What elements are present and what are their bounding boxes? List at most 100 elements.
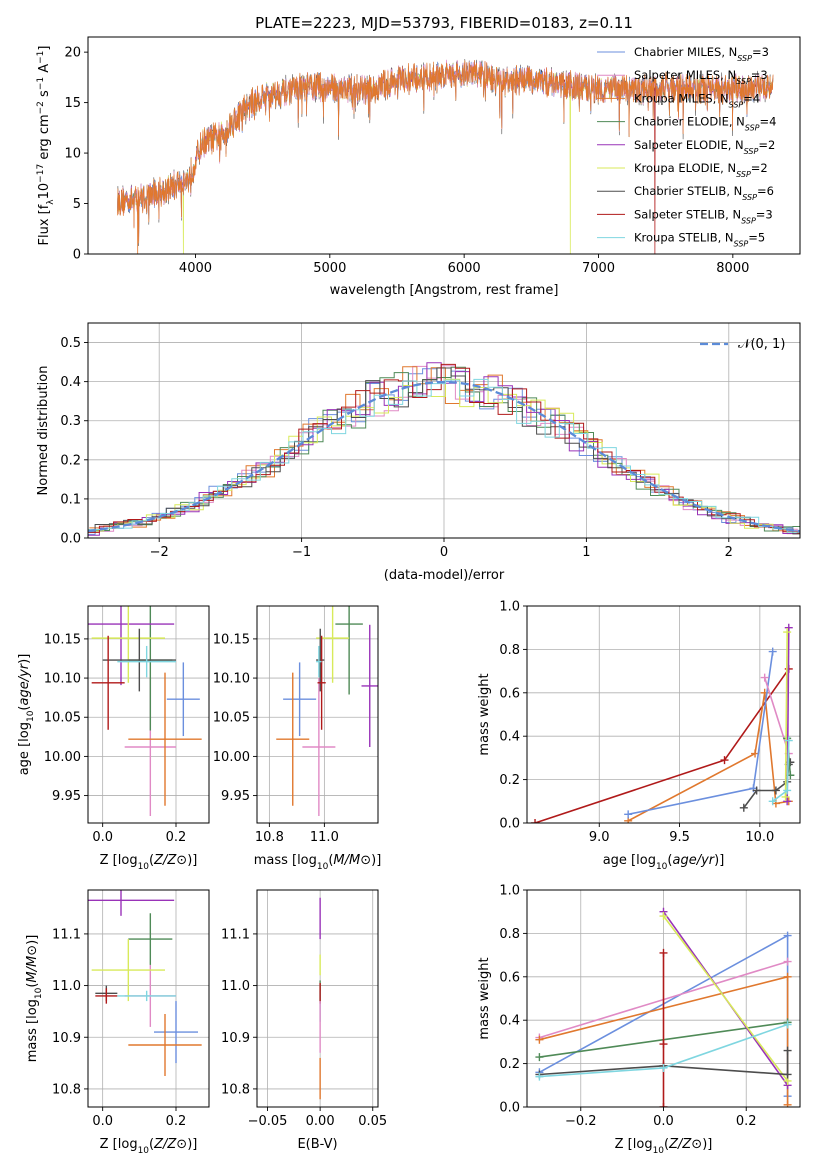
x-tick-label: 9.5 <box>669 830 690 845</box>
y-tick-label: 0.4 <box>60 375 81 390</box>
weight-point <box>783 957 792 966</box>
y-tick-label: 0.0 <box>60 532 81 547</box>
label-part: SSP <box>742 193 757 202</box>
legend-label: Salpeter MILES, NSSP=3 <box>634 68 768 86</box>
y-axis-label: Flux [fλ10−17 erg cm−2 s−1 A−1] <box>36 46 56 246</box>
x-tick-label: 2 <box>725 545 733 560</box>
label-part: age/yr <box>672 853 715 868</box>
y-tick-label: 0.1 <box>60 492 81 507</box>
x-axis-label: (data-model)/error <box>384 568 505 583</box>
label-part: ( <box>17 706 32 711</box>
label-part: Salpeter ELODIE, N <box>634 138 744 152</box>
label-part: Chabrier STELIB, N <box>634 184 742 198</box>
label-part: s <box>37 90 52 101</box>
label-part: ( <box>149 853 154 868</box>
label-part: erg cm <box>37 114 52 163</box>
y-axis-label: mass [log10(M/M⊙)] <box>25 935 44 1063</box>
label-part: 10 <box>37 183 52 200</box>
y-tick-label: 11.1 <box>221 927 250 942</box>
x-tick-label: 0.2 <box>166 1114 187 1129</box>
weight-point <box>535 1072 544 1081</box>
y-tick-label: 0.2 <box>499 773 520 788</box>
x-axis-label: E(B-V) <box>297 1137 337 1152</box>
plot-area-mass_vs_Z <box>88 890 202 1076</box>
x-tick-label: 9.0 <box>589 830 610 845</box>
y-tick-label: 10 <box>64 147 81 162</box>
label-part: mass [log <box>254 853 317 868</box>
y-tick-label: 10.05 <box>44 711 81 726</box>
weight-point <box>783 972 792 981</box>
weight-point <box>535 1035 544 1044</box>
y-tick-label: 10.8 <box>221 1082 250 1097</box>
histogram-step <box>88 363 800 534</box>
y-tick-label: 0.2 <box>499 1057 520 1072</box>
y-axis-label: mass weight <box>477 957 492 1039</box>
label-part: Chabrier MILES, N <box>634 45 737 59</box>
weight-point <box>783 786 792 795</box>
y-tick-label: 0.6 <box>499 970 520 985</box>
weight-point <box>783 628 792 637</box>
y-tick-label: 11.1 <box>52 927 81 942</box>
weight-point <box>783 797 792 806</box>
label-part: =2 <box>758 138 775 152</box>
legend-label: Kroupa ELODIE, NSSP=2 <box>634 161 768 179</box>
label-part: 10 <box>317 862 329 872</box>
label-part: )] <box>187 853 197 868</box>
figure-title: PLATE=2223, MJD=53793, FIBERID=0183, z=0… <box>255 14 633 32</box>
label-part: Kroupa ELODIE, N <box>634 161 736 175</box>
legend-label: Salpeter STELIB, NSSP=3 <box>634 207 773 225</box>
label-part: age [log <box>17 722 32 775</box>
x-tick-label: 10.8 <box>255 830 284 845</box>
weight-point <box>624 810 633 819</box>
y-tick-label: 10.8 <box>52 1082 81 1097</box>
x-tick-label: 0.0 <box>92 830 113 845</box>
weight-point <box>783 1070 792 1079</box>
weight-point <box>659 912 668 921</box>
y-tick-label: 0.8 <box>499 927 520 942</box>
label-part: ( <box>667 853 672 868</box>
y-tick-label: 0.0 <box>499 1101 520 1116</box>
y-tick-label: 0 <box>73 248 81 263</box>
weight-point <box>659 1040 668 1049</box>
weight-point <box>768 797 777 806</box>
axes-frame <box>256 889 379 1108</box>
label-part: 10 <box>656 862 668 872</box>
label-part: ( <box>664 1137 669 1152</box>
weight-point <box>768 647 777 656</box>
weight-line <box>784 631 788 798</box>
histogram-step <box>89 378 800 533</box>
label-part: SSP <box>729 100 744 109</box>
label-part: =3 <box>751 68 768 82</box>
x-tick-label: 0.05 <box>358 1114 387 1129</box>
x-tick-label: −0.2 <box>565 1114 597 1129</box>
label-part: mass [log <box>25 999 40 1062</box>
legend-label: Chabrier MILES, NSSP=3 <box>634 45 769 63</box>
x-tick-label: 1 <box>582 545 590 560</box>
y-tick-label: 0.2 <box>60 453 81 468</box>
label-part: −2 <box>36 101 46 114</box>
label-part: =6 <box>757 184 774 198</box>
plot-area-weight_vs_Z <box>535 907 792 1107</box>
label-part: Z/Z⊙ <box>153 1137 187 1152</box>
label-part: )] <box>702 1137 712 1152</box>
label-part: Kroupa MILES, N <box>634 91 729 105</box>
label-part: 10 <box>138 862 150 872</box>
y-tick-label: 0.0 <box>499 817 520 832</box>
panel-weight_vs_age: 9.0 9.5 10.0 0.0 0.2 0.4 0.6 0.8 1.0 age [log10(a… <box>477 600 801 872</box>
label-part: =2 <box>751 161 768 175</box>
weight-point <box>783 1020 792 1029</box>
weight-point <box>783 1100 792 1107</box>
plot-area-residuals <box>88 362 800 536</box>
panel-mass_vs_EBV: −0.05 0.00 0.05 10.8 10.9 11.0 11.1 E(B-V) <box>221 889 387 1152</box>
label-part: ] <box>37 46 52 51</box>
x-tick-label: 6000 <box>448 261 481 276</box>
plot-area-age_vs_mass <box>276 606 378 816</box>
weight-point <box>784 623 793 632</box>
y-tick-label: 10.10 <box>213 672 250 687</box>
y-axis-label: Normed distribution <box>36 366 51 496</box>
panel-spectrum: 4000 5000 6000 7000 8000 0 5 10 15 20 wavelength [… <box>36 36 801 298</box>
histogram-step <box>89 378 800 533</box>
label-part: Salpeter MILES, N <box>634 68 736 82</box>
label-part: Chabrier ELODIE, N <box>634 115 745 129</box>
